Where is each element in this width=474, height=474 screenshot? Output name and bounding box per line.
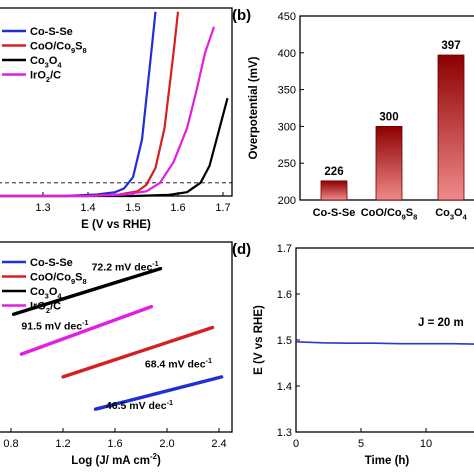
- y-axis-label: Overpotential (mV): [248, 56, 260, 159]
- y-tick-label: 1.7: [277, 243, 292, 255]
- tafel-line-iro2c: [19, 304, 154, 356]
- x-axis-label: Log (J/ mA cm-2): [71, 452, 161, 467]
- panel-b-overpotential-bars: 200 250 300 350 400 450 Overpotential (mV) (b) 2…: [232, 7, 474, 221]
- x-tick-label: 2.4: [211, 438, 226, 450]
- x-tick-label: 1.3: [35, 202, 50, 214]
- x-tick-label: 5: [358, 438, 364, 450]
- panel-label: (d): [232, 241, 251, 258]
- legend-label-coo_co9s8: CoO/Co9S8: [30, 41, 87, 55]
- x-tick-label: 0.8: [3, 438, 18, 450]
- legend-label-iro2c: IrO2/C: [30, 301, 61, 315]
- category-label-co_s_se: Co-S-Se: [313, 207, 356, 219]
- category-label-coo_co9s8: CoO/Co9S8: [361, 207, 418, 221]
- panel-a-polarization-curves: 1.3 1.4 1.5 1.6 1.7 E (V vs RHE) Co-S-Se CoO/Co…: [0, 7, 233, 231]
- current-density-annotation: J = 20 m: [418, 317, 464, 329]
- y-tick-label: 200: [278, 195, 296, 207]
- bar-value-label: 300: [379, 111, 398, 123]
- y-tick-label: 450: [278, 11, 296, 23]
- tafel-line-co3o4: [11, 266, 163, 316]
- x-axis-label: E (V vs RHE): [81, 219, 151, 231]
- y-axis-label: E (V vs RHE): [253, 305, 265, 375]
- y-tick-label: 1.6: [277, 289, 292, 301]
- x-tick-label: 1.5: [125, 202, 140, 214]
- legend-label-iro2c: IrO2/C: [30, 70, 61, 84]
- x-tick-label: 1.2: [55, 438, 70, 450]
- y-tick-label: 1.5: [277, 335, 292, 347]
- series-line-iro2c: [0, 26, 216, 198]
- panel-label: (b): [232, 7, 251, 24]
- category-label-co3o4: Co3O4: [435, 207, 467, 221]
- legend-label-co3o4: Co3O4: [30, 55, 62, 69]
- slope-label-iro2c: 91.5 mV dec-1: [21, 319, 88, 332]
- legend-label-co_s_se: Co-S-Se: [30, 26, 73, 38]
- bar-coo_co9s8: [375, 126, 403, 201]
- legend-label-coo_co9s8: CoO/Co9S8: [30, 272, 87, 286]
- plot-frame: [295, 247, 474, 433]
- x-tick-label: 10: [420, 438, 432, 450]
- tafel-line-co_s_se: [93, 375, 224, 411]
- x-tick-label: 2.0: [159, 438, 174, 450]
- bar-co3o4: [437, 54, 465, 201]
- bar-value-label: 397: [441, 40, 460, 52]
- slope-label-co3o4: 72.2 mV dec-1: [92, 260, 159, 273]
- y-tick-label: 350: [278, 85, 296, 97]
- x-tick-label: 1.6: [107, 438, 122, 450]
- y-tick-label: 400: [278, 48, 296, 60]
- series-line-coo_co9s8: [0, 11, 180, 198]
- panel-c-tafel-plot: 0.8 1.2 1.6 2.0 2.4 Log (J/ mA cm-2) 72.2 mV d…: [0, 241, 233, 467]
- x-tick-label: 1.7: [215, 202, 230, 214]
- y-tick-label: 250: [278, 158, 296, 170]
- y-tick-label: 1.3: [277, 427, 292, 439]
- y-tick-label: 300: [278, 121, 296, 133]
- bar-value-label: 226: [324, 166, 343, 178]
- legend-label-co3o4: Co3O4: [30, 286, 62, 300]
- x-tick-label: 1.6: [170, 202, 185, 214]
- series-line-co_s_se: [0, 11, 157, 198]
- panel-d-stability-test: 1.3 1.4 1.5 1.6 1.7 0 5 10 Time (h) E (V vs RHE) (…: [232, 241, 474, 467]
- stability-line: [295, 341, 474, 345]
- slope-label-co_s_se: 46.5 mV dec-1: [106, 399, 173, 412]
- slope-label-coo_co9s8: 68.4 mV dec-1: [145, 357, 212, 370]
- bar-co_s_se: [320, 180, 348, 201]
- x-tick-label: 1.4: [80, 202, 95, 214]
- series-line-co3o4: [0, 97, 229, 198]
- legend-label-co_s_se: Co-S-Se: [30, 257, 73, 269]
- tafel-line-coo_co9s8: [61, 325, 215, 379]
- y-tick-label: 1.4: [277, 381, 292, 393]
- x-tick-label: 0: [293, 438, 299, 450]
- x-axis-label: Time (h): [365, 455, 410, 467]
